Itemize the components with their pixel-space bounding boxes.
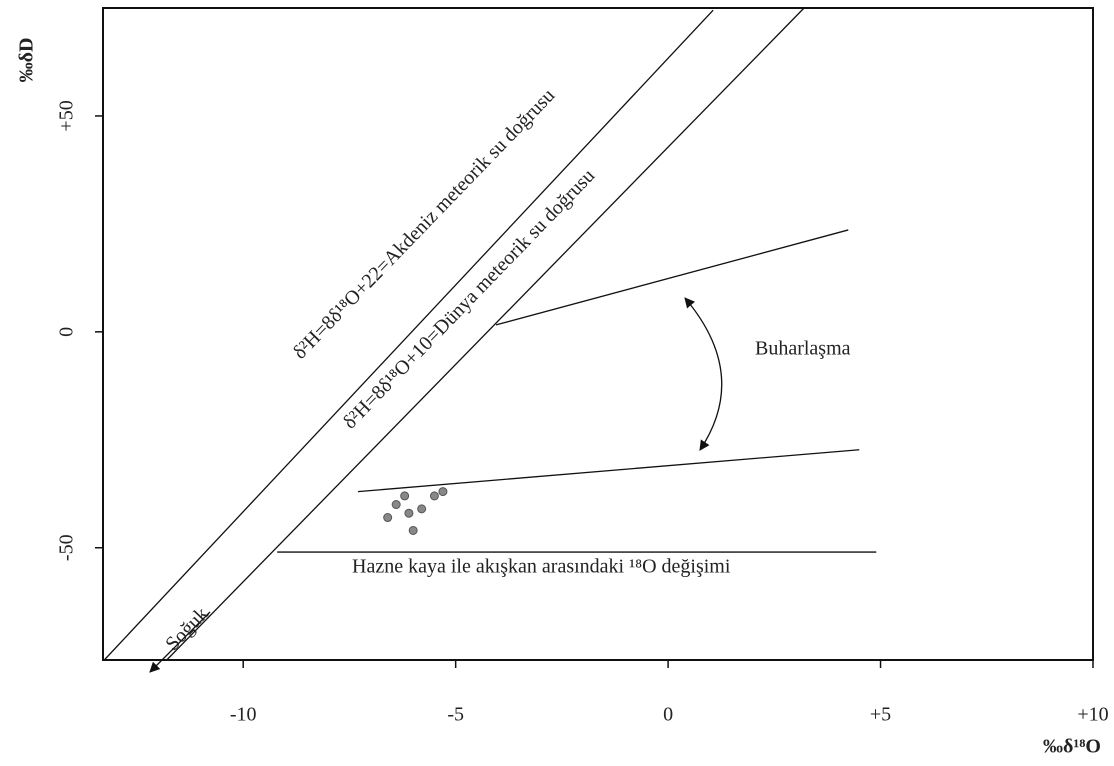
sample-point: [417, 504, 427, 514]
annotation: Soğuk: [161, 603, 212, 655]
annotation: δ²H=8δ¹⁸O+10=Dünya meteorik su doğrusu: [339, 165, 599, 434]
x-axis-label: ‰δ¹⁸O: [1043, 736, 1101, 758]
sample-point: [429, 491, 439, 501]
sample-point: [408, 525, 418, 535]
annotation: Hazne kaya ile akışkan arasındaki ¹⁸O de…: [352, 556, 731, 578]
y-axis-label: ‰δD: [16, 38, 38, 83]
x-tick-label: -10: [230, 704, 257, 726]
evaporation-arrow: [684, 297, 723, 451]
reference-line: [495, 229, 849, 326]
x-tick-label: +10: [1077, 704, 1108, 726]
sample-point: [438, 487, 448, 497]
y-tick-label: -50: [56, 534, 78, 561]
plot-frame: [102, 7, 1094, 661]
x-tick-label: -5: [447, 704, 464, 726]
sample-point: [391, 500, 401, 510]
sample-point: [404, 508, 414, 518]
sample-point: [400, 491, 410, 501]
x-tick-label: 0: [663, 704, 673, 726]
annotation: Buharlaşma: [755, 338, 851, 360]
cold-arrow: [149, 611, 211, 673]
y-tick-label: 0: [56, 327, 78, 337]
annotation: δ²H=8δ¹⁸O+22=Akdeniz meteorik su doğrusu: [289, 85, 559, 364]
sample-point: [383, 513, 393, 523]
y-tick-label: +50: [56, 100, 78, 131]
reference-line: [357, 449, 860, 493]
reference-line: [103, 9, 714, 661]
reference-line: [166, 7, 805, 661]
x-tick-label: +5: [870, 704, 891, 726]
